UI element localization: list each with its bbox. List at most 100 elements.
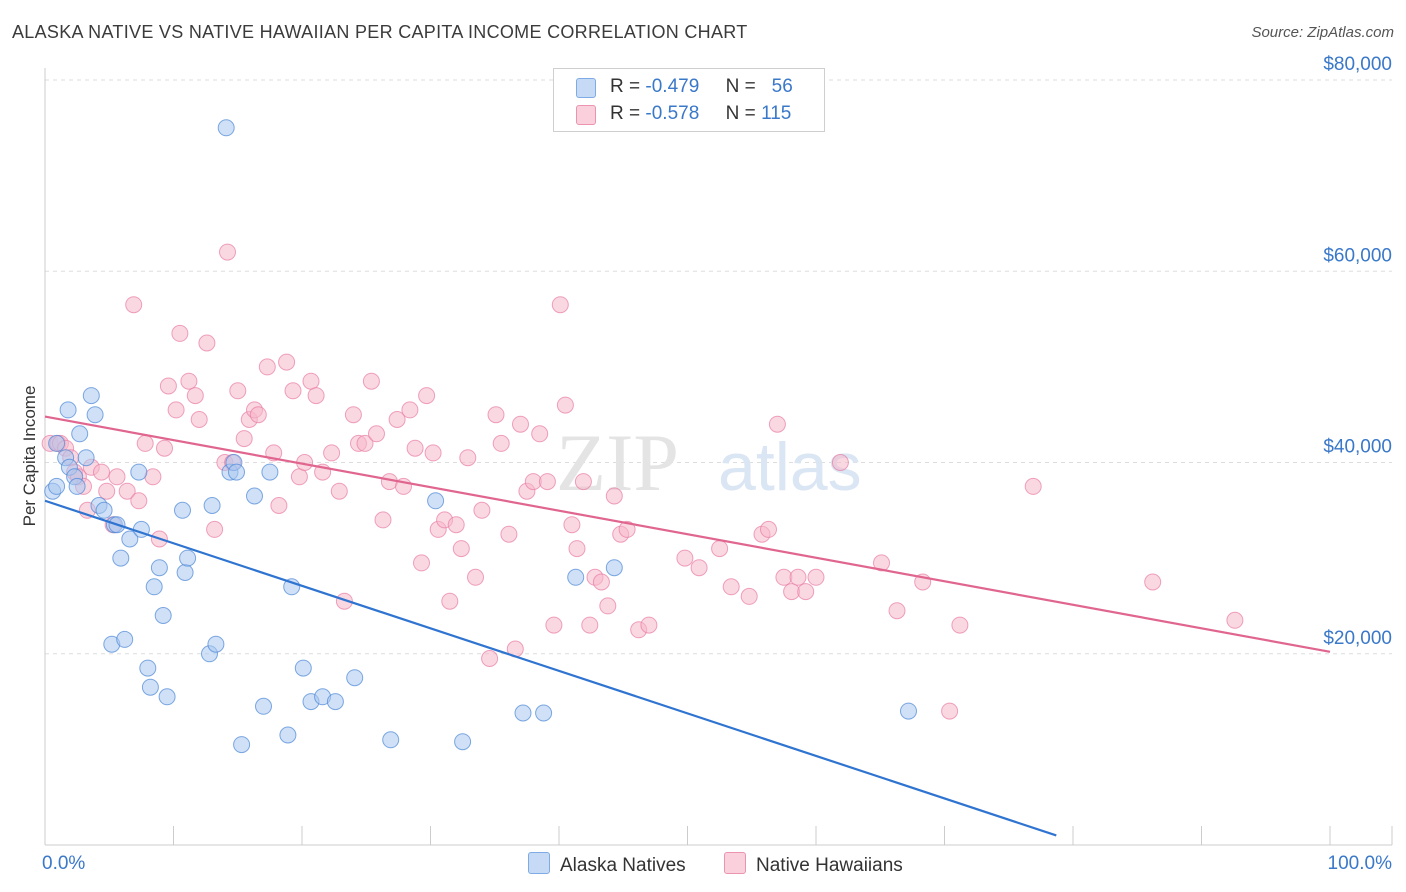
data-point-hawaiian xyxy=(249,406,267,424)
data-point-hawaiian xyxy=(1024,477,1042,495)
data-point-alaska xyxy=(514,704,532,722)
legend-n-label: N = xyxy=(725,76,756,97)
data-point-hawaiian xyxy=(581,616,599,634)
data-point-hawaiian xyxy=(180,372,198,390)
data-point-hawaiian xyxy=(235,430,253,448)
bottom-legend-swatch-alaska xyxy=(528,852,550,874)
legend-r-value-alaska: -0.479 xyxy=(645,76,700,97)
bottom-legend-alaska: Alaska Natives xyxy=(528,852,686,877)
watermark: ZIP atlas xyxy=(556,417,862,508)
data-point-alaska xyxy=(535,704,553,722)
y-tick-label: $60,000 xyxy=(1323,245,1392,266)
data-point-alaska xyxy=(294,659,312,677)
data-point-hawaiian xyxy=(690,559,708,577)
data-point-hawaiian xyxy=(512,415,529,433)
data-point-alaska xyxy=(900,702,917,720)
data-point-alaska xyxy=(150,559,168,577)
data-point-hawaiian xyxy=(452,540,470,558)
data-point-alaska xyxy=(207,635,225,653)
data-point-alaska xyxy=(48,477,66,495)
legend-n-value-hawaiian: 115 xyxy=(761,103,792,124)
data-point-hawaiian xyxy=(270,497,288,514)
data-point-hawaiian xyxy=(335,592,353,610)
data-point-hawaiian xyxy=(186,387,204,405)
bottom-legend-label-hawaiian: Native Hawaiians xyxy=(756,855,903,876)
data-point-hawaiian xyxy=(783,583,801,601)
data-point-hawaiian xyxy=(551,296,569,314)
data-point-hawaiian xyxy=(171,324,189,342)
chart-title: ALASKA NATIVE VS NATIVE HAWAIIAN PER CAP… xyxy=(12,22,748,42)
legend-n-label: N = xyxy=(725,103,756,124)
data-point-hawaiian xyxy=(206,520,224,538)
data-point-alaska xyxy=(228,463,245,481)
data-point-hawaiian xyxy=(198,334,216,352)
data-point-hawaiian xyxy=(159,377,177,395)
data-point-alaska xyxy=(454,733,472,751)
legend-r-value-hawaiian: -0.578 xyxy=(645,103,700,124)
data-point-hawaiian xyxy=(418,387,436,405)
data-point-alaska xyxy=(605,559,623,577)
data-point-hawaiian xyxy=(592,573,610,591)
data-point-hawaiian xyxy=(401,401,419,419)
legend-r-label: R = xyxy=(610,76,641,97)
data-point-hawaiian xyxy=(190,411,208,428)
data-point-hawaiian xyxy=(258,358,276,376)
data-point-hawaiian xyxy=(545,616,563,634)
data-point-alaska xyxy=(154,607,172,624)
data-point-hawaiian xyxy=(807,568,825,586)
data-point-alaska xyxy=(95,501,113,519)
data-point-alaska xyxy=(48,434,66,452)
data-point-alaska xyxy=(217,119,235,137)
data-point-alaska xyxy=(68,477,86,495)
data-point-hawaiian xyxy=(156,439,173,457)
data-point-hawaiian xyxy=(1226,611,1244,629)
source-note: Source: ZipAtlas.com xyxy=(1251,24,1394,41)
data-point-alaska xyxy=(179,549,197,567)
trend-line-hawaiian xyxy=(44,415,1331,653)
data-point-hawaiian xyxy=(563,516,581,534)
data-point-alaska xyxy=(86,406,104,424)
data-point-hawaiian xyxy=(951,616,969,634)
data-point-hawaiian xyxy=(797,583,815,601)
y-axis-label: Per Capita Income xyxy=(20,386,39,527)
data-point-hawaiian xyxy=(605,487,623,505)
data-point-hawaiian xyxy=(330,482,348,500)
data-point-hawaiian xyxy=(888,602,906,620)
data-point-alaska xyxy=(116,630,134,648)
data-point-alaska xyxy=(112,549,130,567)
data-point-hawaiian xyxy=(531,425,549,443)
data-point-hawaiian xyxy=(278,353,296,371)
data-point-hawaiian xyxy=(302,372,320,390)
data-point-alaska xyxy=(121,530,139,548)
tick-labels: $20,000 $40,000 $60,000 $80,000 0.0% 100.0% xyxy=(42,54,1392,874)
trend-line-alaska xyxy=(44,499,1057,837)
y-tick-label: $20,000 xyxy=(1323,628,1392,649)
data-point-alaska xyxy=(261,463,279,481)
legend-r-label: R = xyxy=(610,103,641,124)
y-tick-label: $40,000 xyxy=(1323,437,1392,458)
data-point-hawaiian xyxy=(424,444,442,462)
data-point-hawaiian xyxy=(524,473,542,491)
data-point-alaska xyxy=(158,688,176,706)
data-point-hawaiian xyxy=(374,511,392,529)
data-point-alaska xyxy=(427,492,445,510)
data-point-alaska xyxy=(346,669,364,687)
x-tick-label-end: 100.0% xyxy=(1328,853,1393,874)
data-point-hawaiian xyxy=(538,473,556,491)
data-point-hawaiian xyxy=(125,296,143,314)
data-point-hawaiian xyxy=(413,554,430,572)
bottom-legend-hawaiian: Native Hawaiians xyxy=(724,852,903,877)
legend-n-value-alaska: 56 xyxy=(771,76,793,97)
data-point-hawaiian xyxy=(108,468,126,486)
data-point-hawaiian xyxy=(492,434,510,452)
data-point-hawaiian xyxy=(130,492,148,510)
data-point-alaska xyxy=(233,736,251,754)
legend-swatch-hawaiian xyxy=(576,105,596,125)
data-point-hawaiian xyxy=(290,468,308,486)
data-point-hawaiian xyxy=(406,439,424,457)
data-point-hawaiian xyxy=(568,540,586,558)
data-point-alaska xyxy=(567,568,585,586)
data-point-alaska xyxy=(203,497,221,514)
bottom-legend-swatch-hawaiian xyxy=(724,852,746,874)
data-point-alaska xyxy=(82,387,100,405)
